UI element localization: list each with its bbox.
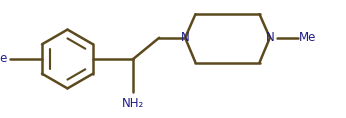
Text: N: N [265,31,274,44]
Text: Me: Me [0,53,9,65]
Text: N: N [181,31,190,44]
Text: Me: Me [299,31,317,44]
Text: NH₂: NH₂ [122,97,144,110]
